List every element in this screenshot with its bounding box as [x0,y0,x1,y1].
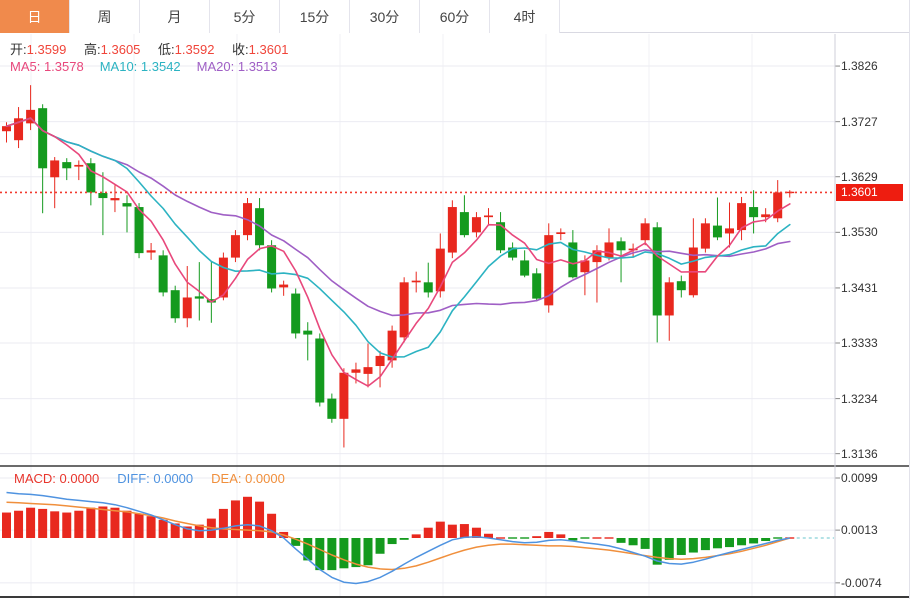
tab-month[interactable]: 月 [140,0,210,33]
close-value: 1.3601 [248,42,289,57]
price-axis-tick: 1.3136 [841,446,878,461]
tab-30min[interactable]: 30分 [350,0,420,33]
macd-axis-tick: -0.0074 [841,575,882,590]
open-value: 1.3599 [26,42,67,57]
price-axis-tick: 1.3530 [841,225,878,240]
low-label: 低: [158,42,175,57]
ohlc-legend: 开:1.3599 高:1.3605 低:1.3592 收:1.3601 [10,39,302,58]
ma-legend: MA5: 1.3578 MA10: 1.3542 MA20: 1.3513 [10,59,294,74]
tab-week[interactable]: 周 [70,0,140,33]
high-value: 1.3605 [100,42,141,57]
ma5-legend-item: MA5: 1.3578 [10,59,84,74]
price-axis-tick: 1.3629 [841,169,878,184]
ma10-legend-item: MA10: 1.3542 [99,59,181,74]
price-axis-tick: 1.3727 [841,114,878,129]
macd-legend: MACD: 0.0000 DIFF: 0.0000 DEA: 0.0000 [14,471,303,486]
open-group: 开:1.3599 [10,42,66,57]
dea-legend-item: DEA: 0.0000 [211,471,285,486]
price-axis-tick: 1.3333 [841,335,878,350]
tab-15min[interactable]: 15分 [280,0,350,33]
open-label: 开: [10,42,27,57]
low-group: 低:1.3592 [158,42,214,57]
current-price-tag: 1.3601 [836,183,903,201]
tab-5min[interactable]: 5分 [210,0,280,33]
price-axis-tick: 1.3431 [841,280,878,295]
tab-60min[interactable]: 60分 [420,0,490,33]
high-label: 高: [84,42,101,57]
close-group: 收:1.3601 [232,42,288,57]
ma20-legend-item: MA20: 1.3513 [196,59,278,74]
macd-legend-item: MACD: 0.0000 [14,471,100,486]
timeframe-tabbar: 日周月 5分 15分 30分 60分 4时 [0,0,909,33]
price-axis-tick: 1.3826 [841,59,878,74]
tab-4hour[interactable]: 4时 [490,0,560,33]
diff-legend-item: DIFF: 0.0000 [117,471,194,486]
close-label: 收: [232,42,249,57]
macd-axis-tick: 0.0013 [841,523,878,538]
macd-axis-tick: 0.0099 [841,471,878,485]
price-axis-tick: 1.3234 [841,391,878,406]
tab-day[interactable]: 日 [0,0,70,33]
high-group: 高:1.3605 [84,42,140,57]
low-value: 1.3592 [174,42,215,57]
